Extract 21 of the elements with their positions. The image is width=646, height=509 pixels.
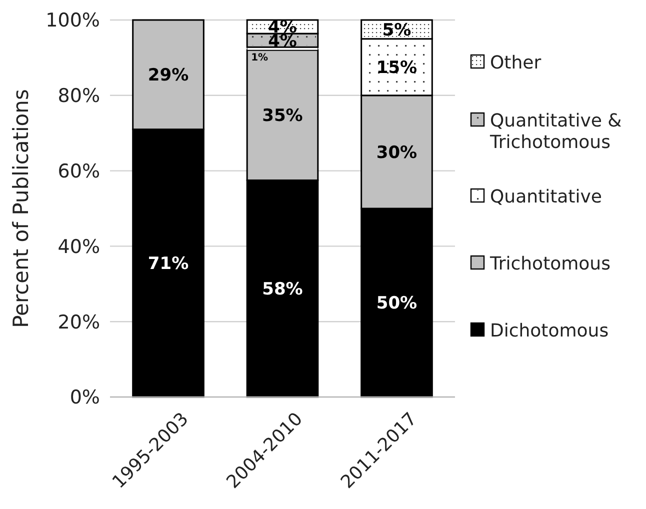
legend-label: Dichotomous bbox=[490, 320, 609, 342]
data-label: 1% bbox=[251, 52, 268, 64]
data-label: 71% bbox=[148, 254, 189, 274]
data-label: 50% bbox=[376, 294, 418, 314]
y-tick-label: 0% bbox=[70, 386, 100, 409]
data-label: 58% bbox=[262, 280, 303, 300]
legend-label: Quantitative bbox=[490, 186, 602, 208]
y-tick-label: 100% bbox=[46, 10, 100, 32]
data-label: 29% bbox=[148, 66, 189, 86]
y-axis-title: Percent of Publications bbox=[9, 89, 33, 328]
data-label: 30% bbox=[376, 142, 418, 163]
data-label: 5% bbox=[382, 20, 412, 40]
data-label: 35% bbox=[262, 106, 303, 126]
legend-label: Other bbox=[490, 52, 542, 74]
y-tick-label: 40% bbox=[58, 236, 100, 258]
data-label: 15% bbox=[376, 58, 418, 78]
legend-label: Quantitative & Trichotomous bbox=[489, 110, 622, 153]
y-tick-label: 20% bbox=[58, 311, 100, 334]
legend-label: Trichotomous bbox=[489, 253, 610, 274]
y-tick-label: 60% bbox=[58, 160, 100, 182]
y-tick-label: 80% bbox=[58, 85, 100, 108]
